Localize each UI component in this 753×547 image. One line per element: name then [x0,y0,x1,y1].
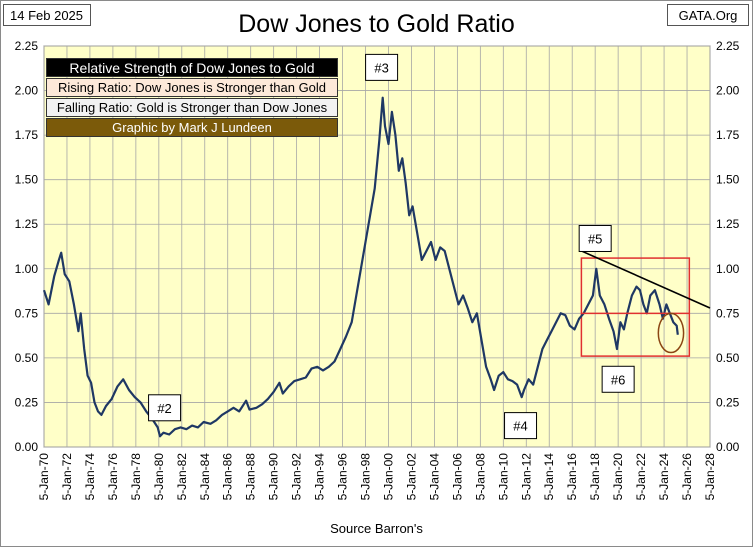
x-tick-label: 5-Jan-84 [198,453,212,501]
x-tick-label: 5-Jan-14 [542,453,556,501]
chart-title: Dow Jones to Gold Ratio [238,10,515,38]
y-tick-label-right: 0.75 [716,306,740,320]
y-tick-label-right: 2.25 [716,39,740,53]
x-tick-label: 5-Jan-22 [634,453,648,501]
y-tick-label-right: 0.00 [716,440,740,454]
x-tick-label: 5-Jan-82 [175,453,189,501]
y-tick-label-left: 1.75 [15,128,39,142]
x-tick-label: 5-Jan-80 [152,453,166,501]
x-tick-label: 5-Jan-28 [703,453,717,501]
x-tick-label: 5-Jan-12 [519,453,533,501]
x-tick-label: 5-Jan-98 [359,453,373,501]
y-tick-label-right: 1.00 [716,262,740,276]
y-tick-label-left: 2.25 [15,39,39,53]
legend-title: Relative Strength of Dow Jones to Gold [46,58,338,77]
x-tick-label: 5-Jan-74 [83,453,97,501]
legend-falling: Falling Ratio: Gold is Stronger than Dow… [46,98,338,117]
legend-credit: Graphic by Mark J Lundeen [46,118,338,137]
x-tick-label: 5-Jan-08 [473,453,487,501]
legend-rising: Rising Ratio: Dow Jones is Stronger than… [46,78,338,97]
x-tick-label: 5-Jan-10 [496,453,510,501]
x-tick-label: 5-Jan-96 [336,453,350,501]
y-tick-label-right: 1.50 [716,173,740,187]
x-tick-label: 5-Jan-04 [427,453,441,501]
date-label: 14 Feb 2025 [3,4,91,26]
annotation-label: #2 [157,401,171,416]
y-tick-label-left: 0.00 [15,440,39,454]
x-tick-label: 5-Jan-72 [60,453,74,501]
y-tick-label-right: 1.75 [716,128,740,142]
x-tick-label: 5-Jan-78 [129,453,143,501]
highlight-circle [657,312,685,354]
site-label: GATA.Org [667,4,749,26]
x-tick-label: 5-Jan-18 [588,453,602,501]
annotation-box [601,365,635,393]
y-tick-label-left: 0.75 [15,306,39,320]
annotation-label: #5 [588,231,602,246]
y-tick-label-right: 2.00 [716,84,740,98]
annotation-box [504,412,538,440]
x-tick-label: 5-Jan-06 [450,453,464,501]
x-tick-label: 5-Jan-26 [680,453,694,501]
x-tick-label: 5-Jan-24 [657,453,671,501]
highlight-box [580,257,691,357]
y-tick-label-left: 1.00 [15,262,39,276]
x-tick-label: 5-Jan-92 [290,453,304,501]
x-tick-label: 5-Jan-76 [106,453,120,501]
source-label: Source Barron's [330,521,423,536]
series-line [42,96,679,438]
y-tick-label-left: 2.00 [15,84,39,98]
x-tick-label: 5-Jan-86 [221,453,235,501]
annotation-box [148,394,182,422]
x-tick-label: 5-Jan-90 [267,453,281,501]
y-tick-label-left: 0.25 [15,395,39,409]
y-tick-label-left: 0.50 [15,351,39,365]
x-tick-label: 5-Jan-70 [37,453,51,501]
annotation-label: #6 [611,372,625,387]
trendline [581,250,711,309]
x-tick-label: 5-Jan-88 [244,453,258,501]
annotation-box [365,53,399,81]
annotation-label: #3 [374,60,388,75]
x-tick-label: 5-Jan-94 [313,453,327,501]
y-tick-label-left: 1.50 [15,173,39,187]
y-tick-label-left: 1.25 [15,217,39,231]
x-tick-label: 5-Jan-16 [565,453,579,501]
y-tick-label-right: 0.25 [716,395,740,409]
x-tick-label: 5-Jan-20 [611,453,625,501]
annotation-box [578,224,612,252]
annotation-label: #4 [513,419,527,434]
y-tick-label-right: 1.25 [716,217,740,231]
x-tick-label: 5-Jan-02 [404,453,418,501]
y-tick-label-right: 0.50 [716,351,740,365]
x-tick-label: 5-Jan-00 [381,453,395,501]
